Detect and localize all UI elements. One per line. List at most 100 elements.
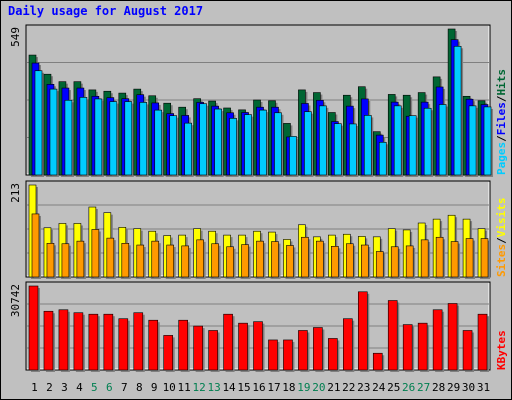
side-label-sites: Sites xyxy=(495,244,508,277)
side-label-pages: Pages xyxy=(495,142,508,175)
chart-title: Daily usage for August 2017 xyxy=(8,4,204,18)
bar-sites-day-17 xyxy=(271,241,279,278)
x-tick-label-day-2: 2 xyxy=(46,381,53,394)
x-tick-label-day-18: 18 xyxy=(282,381,295,394)
bar-kbytes-day-15 xyxy=(238,322,248,371)
bar-pages-day-12 xyxy=(199,103,207,176)
side-label-separator: / xyxy=(495,237,508,244)
bar-pages-day-15 xyxy=(244,114,252,176)
x-tick-label-day-30: 30 xyxy=(462,381,475,394)
max-label-hits: 549 xyxy=(9,27,22,47)
bar-pages-day-16 xyxy=(259,109,267,176)
bar-kbytes-day-20 xyxy=(313,327,323,371)
bar-sites-day-6 xyxy=(106,237,115,278)
bar-kbytes-day-30 xyxy=(462,330,473,371)
x-tick-label-day-19: 19 xyxy=(297,381,310,394)
bar-pages-day-26 xyxy=(408,115,417,176)
bar-pages-day-3 xyxy=(64,99,73,176)
x-tick-label-day-16: 16 xyxy=(252,381,265,394)
x-tick-label-day-26: 26 xyxy=(402,381,415,394)
x-tick-label-day-1: 1 xyxy=(31,381,38,394)
side-label-separator: / xyxy=(495,135,508,142)
x-tick-label-day-22: 22 xyxy=(342,381,355,394)
bar-pages-day-18 xyxy=(289,136,297,176)
bar-pages-day-30 xyxy=(468,105,477,176)
bar-pages-day-7 xyxy=(124,101,133,176)
bar-sites-day-4 xyxy=(76,240,85,278)
x-tick-label-day-4: 4 xyxy=(76,381,83,394)
x-tick-label-day-8: 8 xyxy=(136,381,143,394)
bar-kbytes-day-2 xyxy=(43,310,54,371)
bar-sites-day-28 xyxy=(435,236,444,278)
bar-kbytes-day-11 xyxy=(178,319,188,371)
x-tick-label-day-24: 24 xyxy=(372,381,386,394)
x-tick-label-day-6: 6 xyxy=(106,381,113,394)
max-label-kbytes: 30742 xyxy=(9,284,22,317)
side-label-visits: Visits xyxy=(495,198,508,238)
x-tick-label-day-21: 21 xyxy=(327,381,340,394)
x-tick-label-day-14: 14 xyxy=(222,381,236,394)
bar-pages-day-1 xyxy=(34,70,43,176)
x-tick-label-day-20: 20 xyxy=(312,381,325,394)
bar-kbytes-day-8 xyxy=(133,312,144,371)
side-labels-kbytes: KBytes xyxy=(495,330,508,370)
bar-pages-day-17 xyxy=(274,112,282,176)
side-label-separator: / xyxy=(495,95,508,102)
bar-kbytes-day-1 xyxy=(28,285,39,371)
x-tick-label-day-11: 11 xyxy=(178,381,191,394)
x-tick-label-day-31: 31 xyxy=(477,381,490,394)
bar-kbytes-day-3 xyxy=(58,309,69,371)
side-label-kbytes: KBytes xyxy=(495,330,508,370)
bar-pages-day-2 xyxy=(49,88,58,176)
bar-kbytes-day-6 xyxy=(103,313,114,371)
bar-sites-day-12 xyxy=(196,239,204,278)
bar-kbytes-day-18 xyxy=(283,339,293,371)
bar-kbytes-day-13 xyxy=(208,330,218,371)
bar-pages-day-23 xyxy=(363,115,372,176)
bar-kbytes-day-31 xyxy=(477,313,488,371)
bar-sites-day-10 xyxy=(166,244,175,278)
bar-kbytes-day-28 xyxy=(432,309,443,371)
bar-pages-day-11 xyxy=(184,122,192,176)
bar-sites-day-13 xyxy=(211,243,219,278)
bar-pages-day-9 xyxy=(154,109,163,176)
bar-pages-day-25 xyxy=(393,105,402,176)
bar-pages-day-28 xyxy=(438,104,447,176)
bar-pages-day-24 xyxy=(378,141,387,176)
x-tick-label-day-10: 10 xyxy=(163,381,176,394)
bar-pages-day-14 xyxy=(229,118,237,176)
x-tick-label-day-27: 27 xyxy=(417,381,430,394)
x-tick-label-day-28: 28 xyxy=(432,381,445,394)
max-label-visits: 213 xyxy=(9,183,22,203)
bar-kbytes-day-17 xyxy=(268,339,278,371)
x-tick-label-day-3: 3 xyxy=(61,381,68,394)
bar-sites-day-30 xyxy=(465,238,474,278)
bar-pages-day-22 xyxy=(349,123,357,176)
x-tick-label-day-5: 5 xyxy=(91,381,98,394)
bar-sites-day-22 xyxy=(346,243,354,278)
bar-kbytes-day-22 xyxy=(343,318,353,371)
bar-sites-day-9 xyxy=(151,240,160,278)
bar-kbytes-day-24 xyxy=(372,352,383,371)
bar-sites-day-23 xyxy=(360,244,369,278)
bar-sites-day-24 xyxy=(375,251,384,278)
bar-sites-day-20 xyxy=(316,240,324,278)
bar-sites-day-18 xyxy=(286,245,294,278)
bar-kbytes-day-12 xyxy=(193,325,203,371)
bar-kbytes-day-5 xyxy=(88,313,99,371)
x-tick-label-day-25: 25 xyxy=(387,381,400,394)
bar-pages-day-29 xyxy=(453,45,462,176)
bar-kbytes-day-26 xyxy=(402,324,413,371)
bar-kbytes-day-27 xyxy=(417,322,428,371)
bar-sites-day-25 xyxy=(390,246,399,278)
bar-kbytes-day-10 xyxy=(163,335,174,371)
x-tick-label-day-29: 29 xyxy=(447,381,460,394)
bar-sites-day-19 xyxy=(301,236,309,278)
bar-sites-day-8 xyxy=(136,244,145,278)
bar-kbytes-day-29 xyxy=(447,303,458,371)
bar-kbytes-day-25 xyxy=(387,300,398,371)
side-label-files: Files xyxy=(495,102,508,135)
x-tick-label-day-15: 15 xyxy=(237,381,250,394)
bar-pages-day-21 xyxy=(334,123,342,176)
